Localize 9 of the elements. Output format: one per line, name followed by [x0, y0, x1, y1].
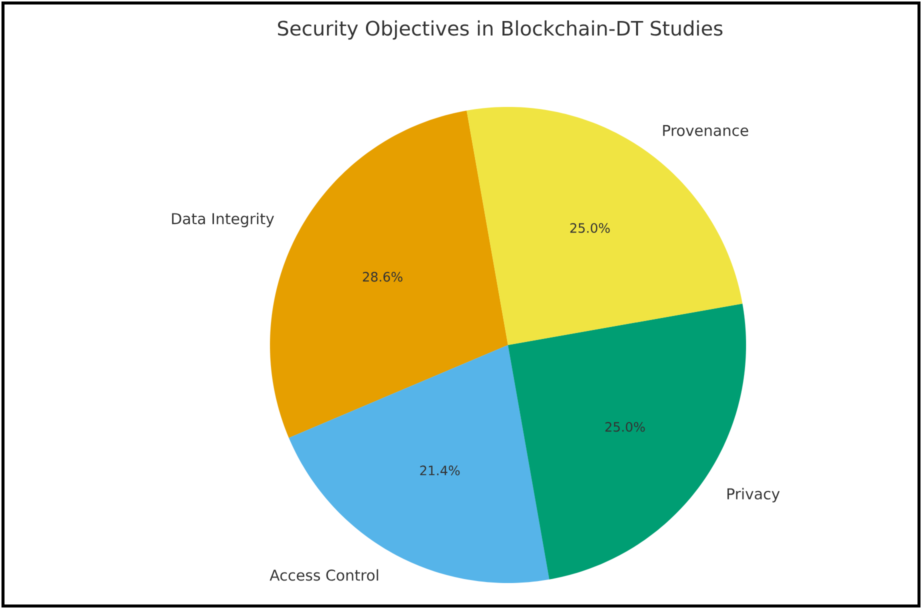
data-label: 21.4%: [420, 466, 460, 476]
data-label: 28.6%: [362, 272, 402, 282]
slice-label: Provenance: [663, 124, 748, 136]
chart-title: Security Objectives in Blockchain-DT Studies: [278, 20, 722, 40]
data-label: 25.0%: [605, 422, 645, 432]
slice-label: Privacy: [727, 488, 780, 502]
slice-label: Access Control: [270, 569, 378, 581]
data-label: 25.0%: [570, 223, 610, 233]
slice-label: Data Integrity: [172, 212, 274, 228]
